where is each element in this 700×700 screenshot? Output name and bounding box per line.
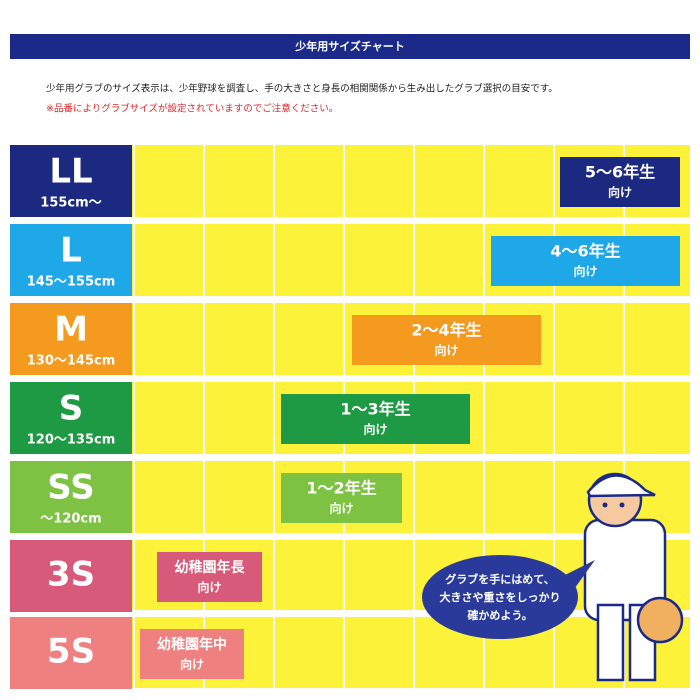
rows: LL155cm〜5〜6年生向けL145〜155cm4〜6年生向けM130〜145…	[10, 145, 680, 689]
height-range: 145〜155cm	[27, 275, 116, 290]
height-range: 〜120cm	[40, 512, 101, 527]
grade-suffix: 向け	[329, 501, 353, 516]
bubble-line: 確かめよう。	[467, 608, 532, 622]
grade-bar	[352, 315, 541, 365]
speech-bubble	[422, 555, 595, 639]
header-title: 少年用サイズチャート	[294, 39, 405, 53]
grade-bar	[491, 236, 680, 286]
grade-suffix: 向け	[608, 185, 632, 200]
size-label: 5S	[47, 632, 95, 672]
description-note: ※品番によりグラブサイズが設定されていますのでご注意ください。	[46, 103, 338, 115]
size-label: 3S	[47, 555, 95, 595]
size-box	[10, 303, 132, 375]
size-label: M	[54, 310, 88, 350]
height-range: 130〜145cm	[27, 354, 116, 369]
grade-label: 幼稚園年長	[175, 559, 246, 576]
header-bar	[10, 34, 690, 59]
grade-label: 幼稚園年中	[157, 636, 227, 653]
grade-label: 5〜6年生	[585, 163, 655, 182]
grade-bar	[281, 394, 470, 444]
size-label: SS	[47, 468, 94, 508]
grade-suffix: 向け	[363, 422, 387, 437]
grade-suffix: 向け	[180, 657, 204, 672]
grade-label: 4〜6年生	[550, 242, 620, 261]
bubble-line: グラブを手にはめて、	[445, 572, 554, 586]
height-range: 155cm〜	[40, 196, 101, 211]
grade-label: 2〜4年生	[411, 321, 481, 340]
grade-label: 1〜3年生	[340, 400, 410, 419]
size-box	[10, 224, 132, 296]
grade-suffix: 向け	[197, 580, 221, 595]
grade-bar	[560, 157, 680, 207]
grade-label: 1〜2年生	[306, 479, 376, 498]
description-line: 少年用グラブのサイズ表示は、少年野球を調査し、手の大きさと身長の相関関係から生み…	[46, 83, 558, 95]
player-illustration	[583, 472, 684, 682]
size-box	[10, 617, 132, 689]
size-label: S	[59, 389, 84, 429]
grade-bar	[140, 629, 244, 679]
size-box	[10, 145, 132, 217]
grade-suffix: 向け	[573, 264, 597, 279]
grade-suffix: 向け	[434, 343, 458, 358]
grade-bar	[281, 473, 402, 523]
grade-bar	[157, 552, 262, 602]
size-label: L	[60, 231, 82, 271]
height-range: 120〜135cm	[27, 433, 116, 448]
size-label: LL	[49, 152, 92, 192]
size-box	[10, 540, 132, 612]
bubble-line: 大きさや重さをしっかり	[440, 590, 561, 604]
size-box	[10, 382, 132, 454]
size-box	[10, 461, 132, 533]
